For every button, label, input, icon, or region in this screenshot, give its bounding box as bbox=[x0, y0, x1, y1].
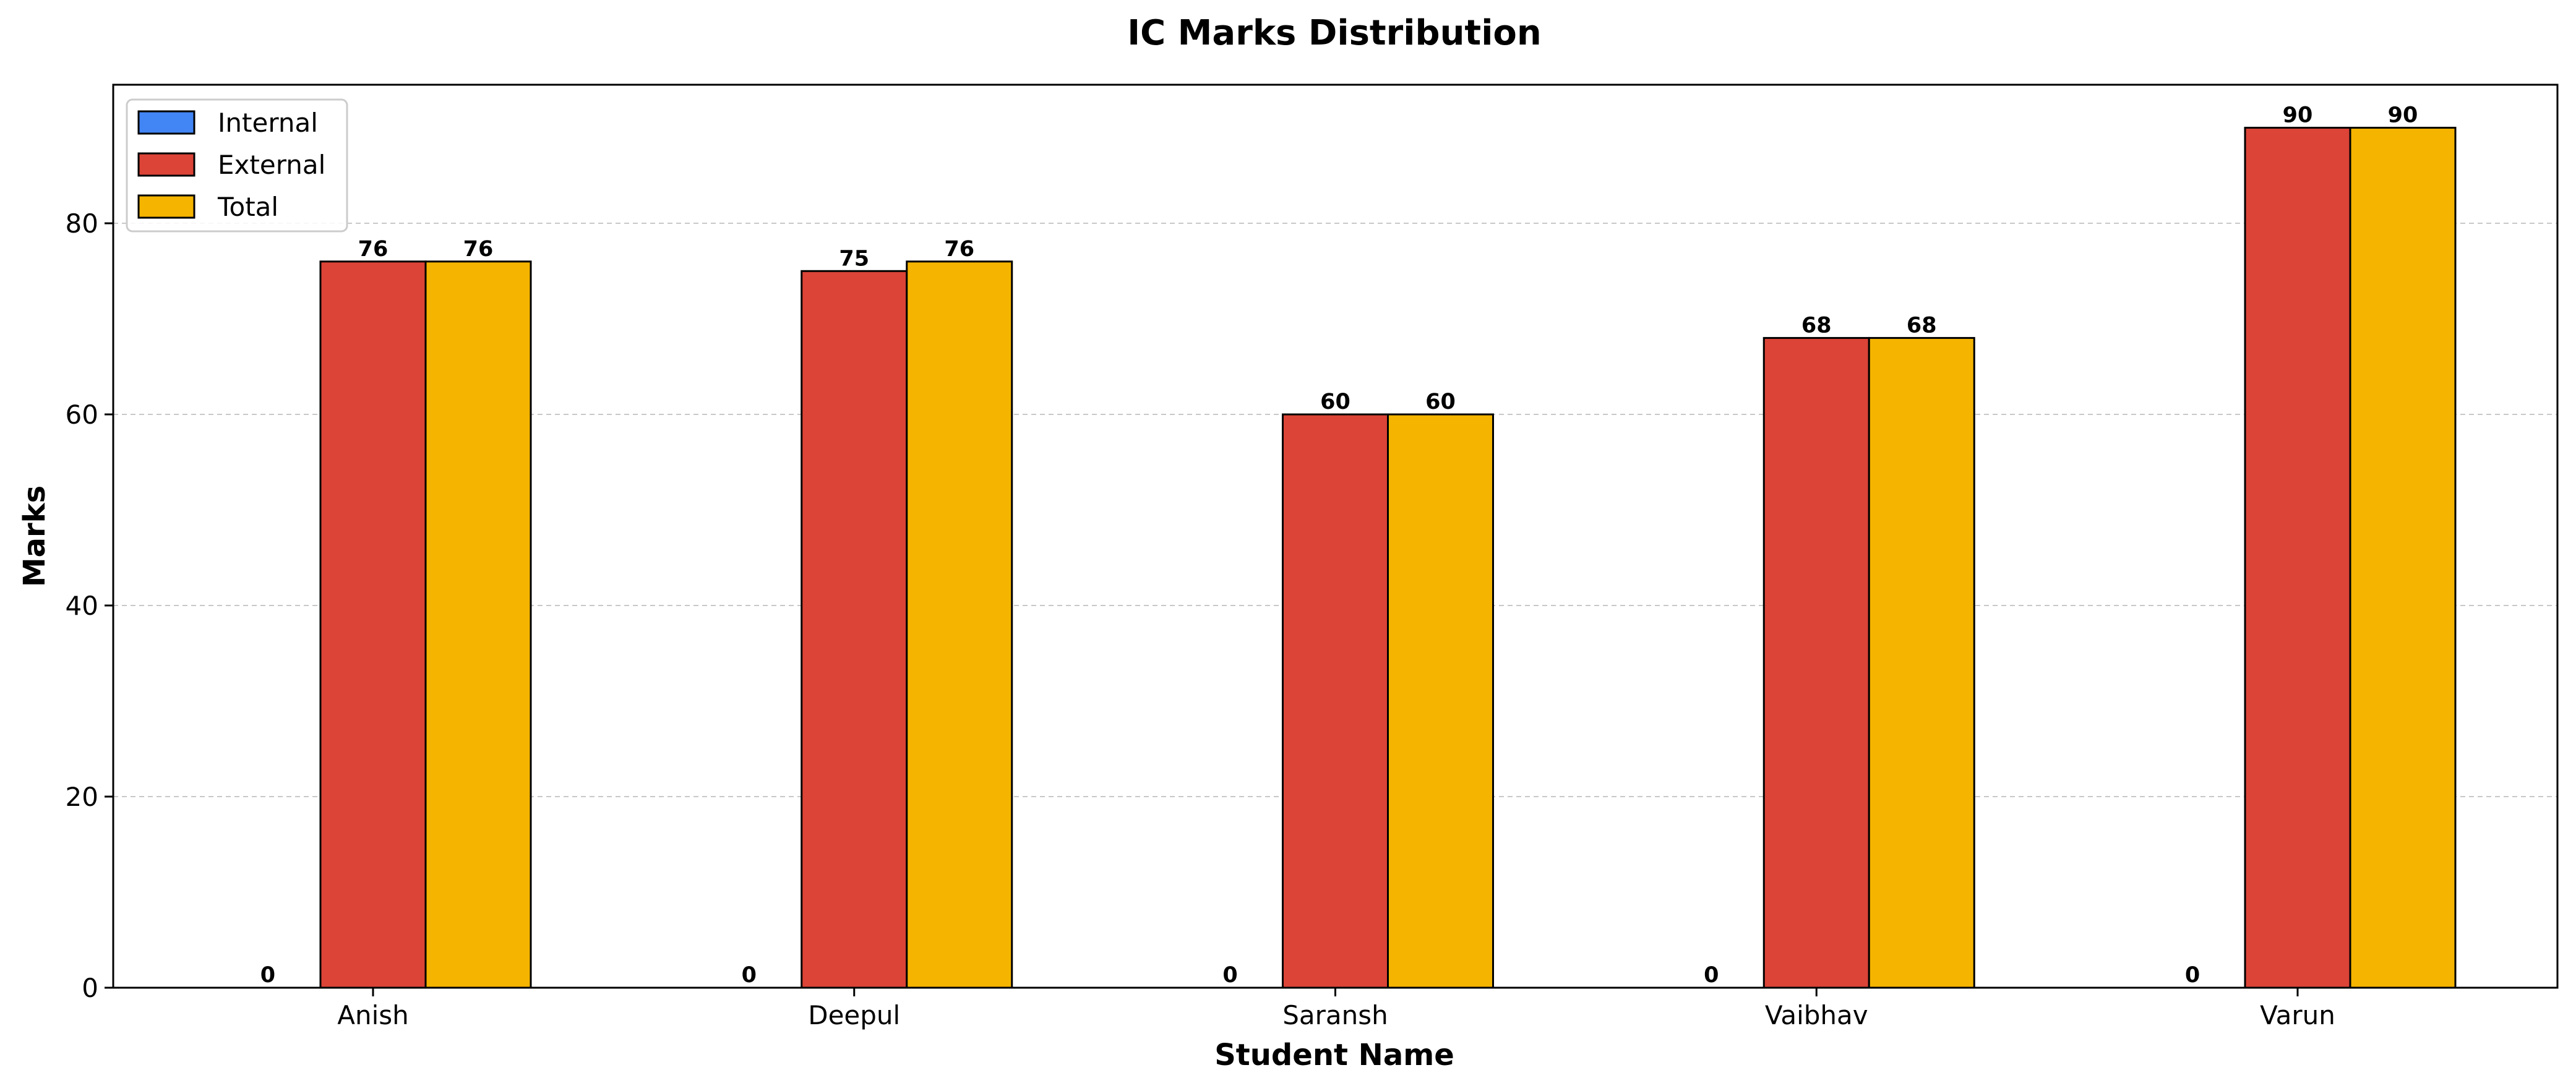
bar-external bbox=[1282, 413, 1389, 989]
data-label: 0 bbox=[260, 963, 275, 988]
data-label: 0 bbox=[742, 963, 757, 988]
y-tick-label: 20 bbox=[66, 782, 98, 812]
bar-external bbox=[2244, 127, 2351, 989]
x-tick-label: Anish bbox=[337, 1000, 409, 1030]
data-label: 60 bbox=[1320, 390, 1350, 414]
legend-swatch bbox=[137, 194, 195, 219]
data-label: 76 bbox=[358, 237, 389, 262]
legend: Internal External Total bbox=[126, 98, 348, 233]
data-label: 76 bbox=[463, 237, 494, 262]
x-axis-label: Student Name bbox=[1214, 1038, 1454, 1072]
x-tick-label: Saransh bbox=[1282, 1000, 1388, 1030]
bar-external bbox=[801, 270, 908, 989]
legend-swatch bbox=[137, 152, 195, 177]
legend-label: Total bbox=[217, 192, 278, 222]
x-tick-label: Deepul bbox=[808, 1000, 900, 1030]
bar-total bbox=[2349, 127, 2457, 989]
y-axis-label: Marks bbox=[17, 486, 52, 587]
y-tick-label: 80 bbox=[66, 208, 98, 239]
bar-total bbox=[424, 260, 532, 989]
legend-label: Internal bbox=[218, 108, 318, 138]
x-tick-label: Vaibhav bbox=[1765, 1000, 1868, 1030]
bar-total bbox=[1387, 413, 1494, 989]
data-label: 68 bbox=[1801, 313, 1832, 338]
data-label: 60 bbox=[1425, 390, 1456, 414]
bar-external bbox=[1762, 336, 1870, 989]
x-tick-label: Varun bbox=[2260, 1000, 2335, 1030]
bar-total bbox=[1868, 336, 1975, 989]
data-label: 90 bbox=[2283, 103, 2313, 128]
y-tick-label: 0 bbox=[82, 973, 98, 1003]
bar-total bbox=[906, 260, 1013, 989]
data-label: 75 bbox=[839, 246, 869, 271]
axes: 0 20 40 60 80 Anish Deepul Saransh Vaibhav Varun bbox=[66, 208, 2335, 1030]
data-label: 0 bbox=[1704, 963, 1719, 988]
data-label: 90 bbox=[2388, 103, 2418, 128]
y-tick-label: 60 bbox=[66, 400, 98, 430]
data-label: 68 bbox=[1907, 313, 1937, 338]
data-label: 76 bbox=[944, 237, 974, 262]
legend-swatch bbox=[137, 110, 195, 135]
data-label: 0 bbox=[1222, 963, 1237, 988]
legend-label: External bbox=[218, 150, 325, 180]
y-tick-label: 40 bbox=[66, 591, 98, 621]
bar-external bbox=[319, 260, 427, 989]
data-labels: 0 76 76 0 75 76 0 60 60 0 68 68 0 90 90 bbox=[260, 103, 2418, 988]
bars bbox=[319, 127, 2457, 989]
data-label: 0 bbox=[2185, 963, 2200, 988]
chart-title: IC Marks Distribution bbox=[1127, 13, 1541, 53]
